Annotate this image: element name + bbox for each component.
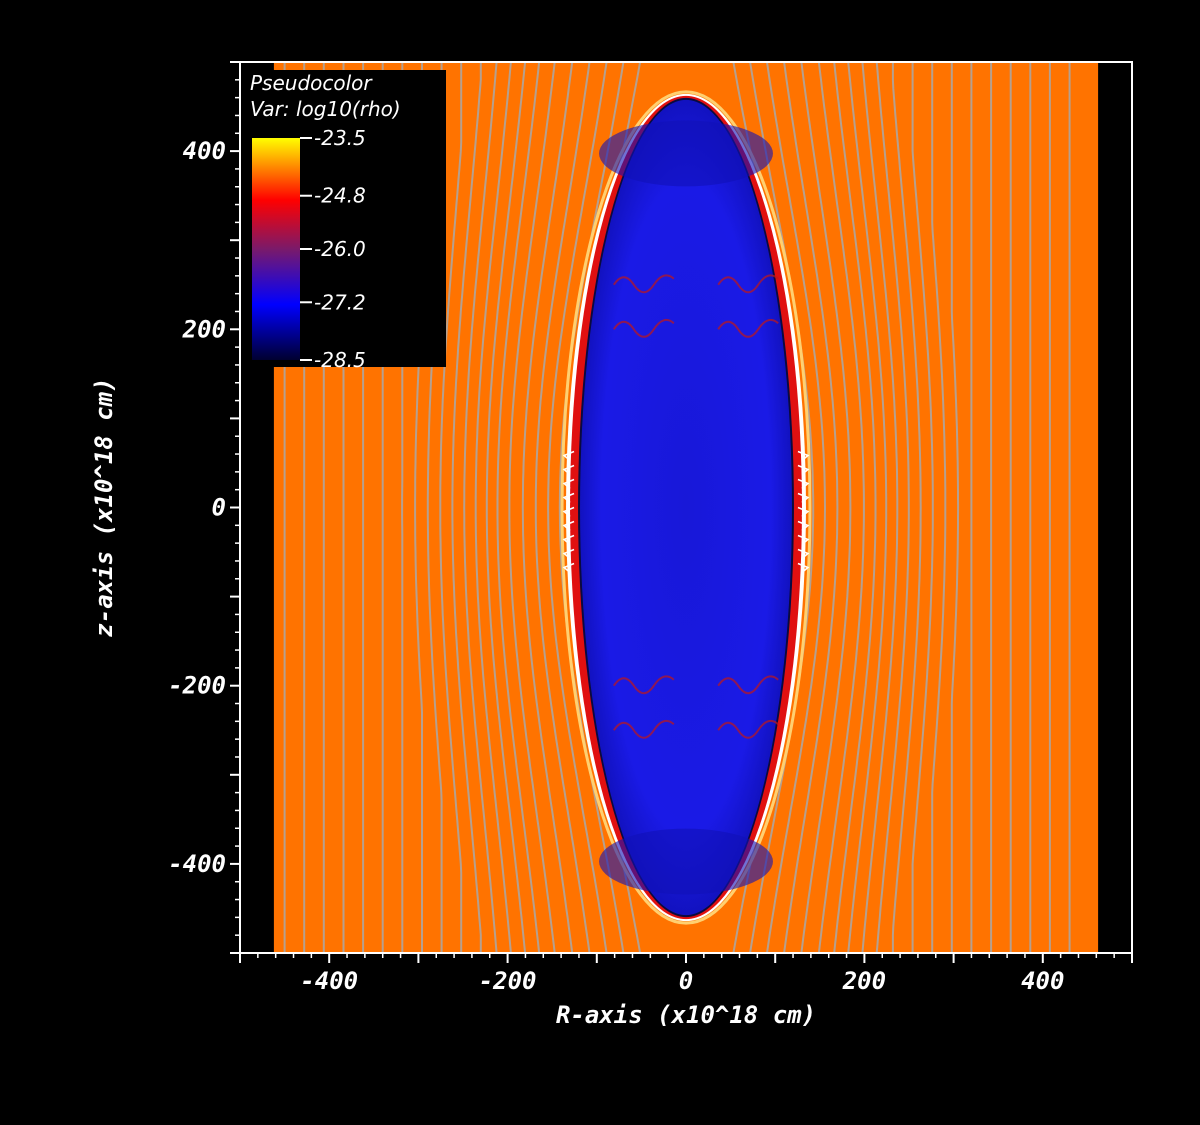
colorbar-legend: Pseudocolor Var: log10(rho) -23.5-24.8-2… <box>244 70 446 372</box>
field-line <box>766 62 827 953</box>
x-tick-label: -200 <box>479 967 537 995</box>
field-line <box>547 62 608 953</box>
y-tick-label: 0 <box>212 494 226 522</box>
y-tick-label: -200 <box>168 672 226 700</box>
field-line <box>817 62 865 953</box>
y-tick-label: -400 <box>168 850 226 878</box>
cavity-bottom-cap <box>599 828 773 895</box>
instability-filament <box>612 318 675 338</box>
instability-filament <box>612 274 675 294</box>
y-axis: -400 -200 0 200 400 <box>168 61 240 954</box>
equatorial-ripple <box>797 562 810 574</box>
colorbar-tick-label: -28.5 <box>314 348 366 372</box>
equatorial-ripple <box>562 506 575 518</box>
cavity-top-cap <box>599 120 773 187</box>
colorbar-tick-label: -26.0 <box>314 237 366 261</box>
instability-filament <box>717 719 779 739</box>
field-line <box>950 62 960 953</box>
equatorial-ripple <box>562 450 575 462</box>
equatorial-ripple <box>797 520 810 532</box>
equatorial-ripple <box>562 464 575 476</box>
field-line <box>891 62 922 953</box>
y-axis-title: z-axis (x10^18 cm) <box>90 377 118 637</box>
equatorial-ripple <box>797 450 810 462</box>
x-axis-title: R-axis (x10^18 cm) <box>556 1001 816 1029</box>
equatorial-ripple <box>797 534 810 546</box>
equatorial-ripple <box>797 506 810 518</box>
x-tick-label: -400 <box>300 967 358 995</box>
field-line <box>847 62 888 953</box>
equatorial-ripple <box>562 520 575 532</box>
colorbar-tick-label: -24.8 <box>314 184 366 208</box>
field-line <box>474 62 512 953</box>
instability-filament <box>717 318 779 338</box>
field-line <box>861 62 899 953</box>
colorbar-tick-label: -23.5 <box>314 126 366 150</box>
instability-filament <box>717 274 779 294</box>
colorbar-tick-label: -27.2 <box>314 290 366 314</box>
field-line <box>463 62 498 953</box>
x-axis: -400 -200 0 200 400 <box>239 953 1133 995</box>
x-tick-label: 400 <box>1021 967 1064 995</box>
density-cavity <box>560 90 812 925</box>
equatorial-ripple <box>562 562 575 574</box>
equatorial-ripple <box>797 464 810 476</box>
legend-variable: Var: log10(rho) <box>250 97 401 121</box>
field-line <box>451 62 482 953</box>
field-line <box>783 62 839 953</box>
colorbar-ticks: -23.5 -24.8 -26.0 -27.2 -28.5 <box>300 126 366 372</box>
field-line <box>485 62 527 953</box>
y-tick-label: 400 <box>183 137 226 165</box>
legend-title: Pseudocolor <box>250 71 373 95</box>
field-line <box>911 62 934 953</box>
field-line <box>508 62 556 953</box>
equatorial-ripple <box>797 548 810 560</box>
field-line <box>931 62 947 953</box>
equatorial-ripple <box>562 548 575 560</box>
equatorial-ripple <box>797 492 810 504</box>
field-line <box>439 62 463 953</box>
instability-filament <box>612 675 675 695</box>
field-line <box>521 62 574 953</box>
equatorial-ripple <box>797 478 810 490</box>
field-line <box>833 62 877 953</box>
shock-front <box>560 90 812 925</box>
x-tick-label: 0 <box>679 967 693 995</box>
x-tick-label: 200 <box>842 967 886 995</box>
field-line <box>875 62 910 953</box>
equatorial-ripple <box>562 534 575 546</box>
field-line <box>496 62 541 953</box>
y-tick-label: 200 <box>182 315 226 343</box>
instability-filament <box>717 675 779 695</box>
cavity-interior <box>580 99 792 916</box>
field-line <box>749 62 815 953</box>
equatorial-ripple <box>562 478 575 490</box>
instability-filament <box>612 719 675 739</box>
field-line <box>800 62 852 953</box>
equatorial-ripple <box>562 492 575 504</box>
field-line <box>558 62 625 953</box>
field-line <box>534 62 591 953</box>
colorbar <box>252 138 300 360</box>
